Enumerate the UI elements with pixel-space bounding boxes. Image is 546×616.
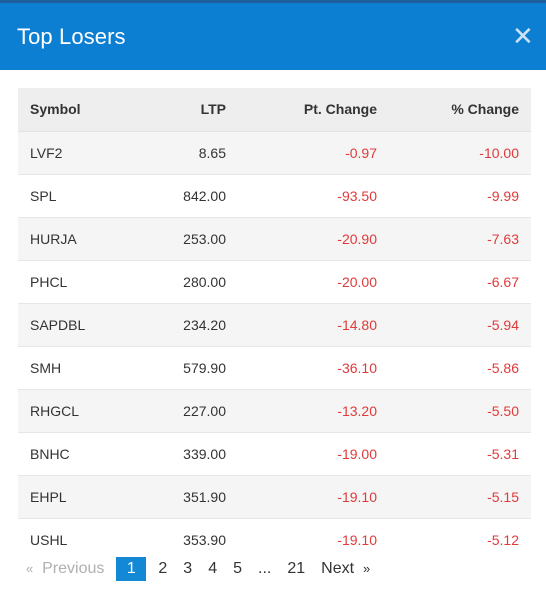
table-row[interactable]: BNHC 339.00 -19.00 -5.31	[18, 431, 531, 475]
cell-symbol: SMH	[18, 345, 138, 389]
page-numbers: 1 2 3 4 5... 21	[112, 557, 313, 581]
cell-pct-change: -5.94	[377, 302, 531, 346]
top-losers-table-container: Symbol LTP Pt. Change % Change LVF2 8.65-…	[18, 88, 531, 561]
cell-symbol: SPL	[18, 173, 138, 217]
previous-label: Previous	[42, 560, 105, 577]
column-header-pt-change[interactable]: Pt. Change	[226, 88, 377, 132]
cell-ltp: 579.90	[138, 345, 226, 389]
column-header-symbol[interactable]: Symbol	[18, 88, 138, 132]
top-losers-table: Symbol LTP Pt. Change % Change LVF2 8.65-…	[18, 88, 531, 561]
table-header: Symbol LTP Pt. Change % Change	[18, 88, 531, 132]
top-border	[0, 0, 546, 3]
cell-ltp: 353.90	[138, 517, 226, 561]
cell-ltp: 8.65	[138, 130, 226, 174]
cell-pt-change: -19.00	[226, 431, 377, 475]
chevron-double-right-icon: »	[362, 561, 371, 576]
cell-ltp: 227.00	[138, 388, 226, 432]
table-body: LVF2 8.65 -0.97 -10.00 SPL 842.00 -93.50 -9.99 H…	[18, 130, 531, 561]
chevron-double-left-icon: «	[26, 561, 34, 576]
cell-symbol: HURJA	[18, 216, 138, 260]
previous-page-button[interactable]: « Previous	[18, 557, 112, 581]
modal-title: Top Losers	[17, 24, 126, 49]
cell-symbol: EHPL	[18, 474, 138, 518]
cell-pct-change: -5.15	[377, 474, 531, 518]
cell-pt-change: -0.97	[226, 130, 377, 174]
cell-pct-change: -7.63	[377, 216, 531, 260]
page-button-2[interactable]: 2	[158, 560, 168, 577]
cell-pct-change: -10.00	[377, 130, 531, 174]
cell-pct-change: -9.99	[377, 173, 531, 217]
cell-symbol: RHGCL	[18, 388, 138, 432]
table-row[interactable]: PHCL 280.00 -20.00 -6.67	[18, 259, 531, 303]
close-icon[interactable]: ✕	[512, 21, 534, 51]
next-page-button[interactable]: Next »	[313, 557, 378, 581]
table-row[interactable]: EHPL 351.90 -19.10 -5.15	[18, 474, 531, 518]
cell-pt-change: -13.20	[226, 388, 377, 432]
cell-pct-change: -5.12	[377, 517, 531, 561]
next-label: Next	[321, 560, 355, 577]
table-row[interactable]: SAPDBL 234.20 -14.80 -5.94	[18, 302, 531, 346]
cell-ltp: 351.90	[138, 474, 226, 518]
cell-symbol: LVF2	[18, 130, 138, 174]
cell-ltp: 234.20	[138, 302, 226, 346]
page-button-1[interactable]: 1	[116, 557, 147, 581]
table-row[interactable]: USHL 353.90 -19.10 -5.12	[18, 517, 531, 561]
cell-pct-change: -5.86	[377, 345, 531, 389]
page-button-21[interactable]: 21	[287, 560, 306, 577]
cell-pct-change: -5.50	[377, 388, 531, 432]
cell-symbol: PHCL	[18, 259, 138, 303]
cell-pt-change: -19.10	[226, 474, 377, 518]
cell-ltp: 339.00	[138, 431, 226, 475]
table-row[interactable]: SMH 579.90 -36.10 -5.86	[18, 345, 531, 389]
table-row[interactable]: LVF2 8.65 -0.97 -10.00	[18, 130, 531, 174]
cell-ltp: 842.00	[138, 173, 226, 217]
table-header-row: Symbol LTP Pt. Change % Change	[18, 88, 531, 132]
pagination: « Previous 1 2 3 4 5... 21 Next »	[18, 557, 378, 581]
page-ellipsis: ...	[258, 560, 272, 577]
table-row[interactable]: SPL 842.00 -93.50 -9.99	[18, 173, 531, 217]
cell-pt-change: -20.90	[226, 216, 377, 260]
cell-symbol: BNHC	[18, 431, 138, 475]
cell-ltp: 280.00	[138, 259, 226, 303]
table-row[interactable]: HURJA 253.00 -20.90 -7.63	[18, 216, 531, 260]
cell-symbol: USHL	[18, 517, 138, 561]
column-header-pct-change[interactable]: % Change	[377, 88, 531, 132]
cell-ltp: 253.00	[138, 216, 226, 260]
cell-symbol: SAPDBL	[18, 302, 138, 346]
cell-pt-change: -36.10	[226, 345, 377, 389]
cell-pt-change: -20.00	[226, 259, 377, 303]
cell-pt-change: -14.80	[226, 302, 377, 346]
table-row[interactable]: RHGCL 227.00 -13.20 -5.50	[18, 388, 531, 432]
cell-pct-change: -5.31	[377, 431, 531, 475]
modal-header: Top Losers ✕	[0, 3, 546, 70]
page-button-3[interactable]: 3	[183, 560, 193, 577]
cell-pt-change: -19.10	[226, 517, 377, 561]
cell-pct-change: -6.67	[377, 259, 531, 303]
cell-pt-change: -93.50	[226, 173, 377, 217]
page-button-4[interactable]: 4	[208, 560, 218, 577]
column-header-ltp[interactable]: LTP	[138, 88, 226, 132]
page-button-5[interactable]: 5	[233, 560, 242, 577]
